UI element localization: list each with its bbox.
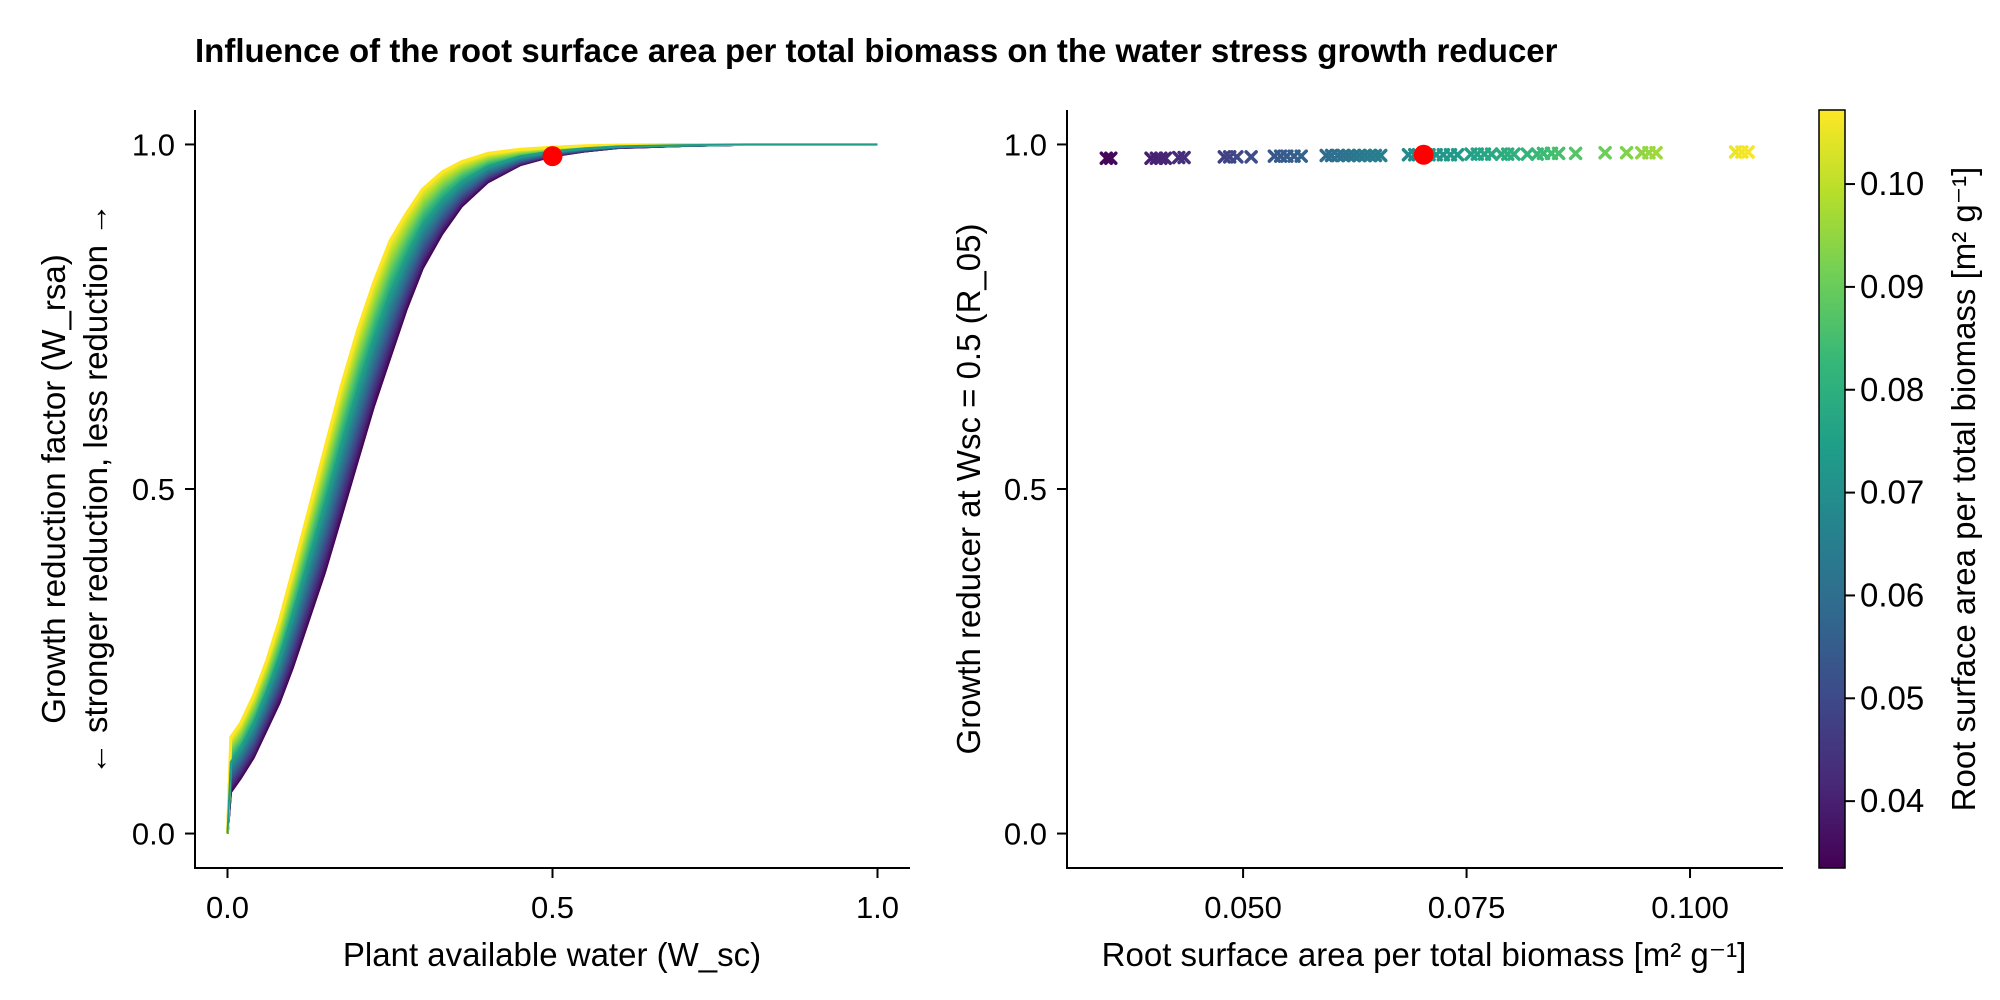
left-axes xyxy=(194,110,910,869)
colorbar-gradient xyxy=(1818,109,1846,869)
left-x-tick-label: 0.0 xyxy=(206,890,249,925)
right-x-tick-label: 0.050 xyxy=(1204,890,1282,925)
colorbar-tick-label: 0.10 xyxy=(1860,165,1924,202)
left-highlight-point xyxy=(542,146,563,167)
chart-title: Influence of the root surface area per t… xyxy=(195,32,1558,69)
left-series-lines xyxy=(226,143,878,834)
series-line xyxy=(226,143,878,834)
right-y-tick-label: 1.0 xyxy=(1004,127,1047,162)
right-y-label: Growth reducer at Wsc = 0.5 (R_05) xyxy=(950,224,987,755)
left-y-tick-label: 0.5 xyxy=(132,472,175,507)
scatter-point xyxy=(1484,147,1499,161)
right-x-tick-label: 0.075 xyxy=(1428,890,1506,925)
right-scatter-markers xyxy=(1099,145,1755,165)
left-y-label: Growth reduction factor (W_rsa) xyxy=(35,254,72,723)
colorbar-tick-label: 0.08 xyxy=(1860,371,1924,408)
scatter-point xyxy=(1177,150,1191,165)
scatter-point xyxy=(1507,147,1521,161)
colorbar-ticks: 0.04 0.05 0.06 0.07 0.08 0.09 0.10 xyxy=(1845,165,1924,819)
left-x-ticks: 0.0 0.5 1.0 xyxy=(206,868,899,925)
colorbar-label: Root surface area per total biomass [m² … xyxy=(1945,167,1982,812)
right-x-tick-label: 0.100 xyxy=(1651,890,1729,925)
left-y-ticks: 0.0 0.5 1.0 xyxy=(132,127,195,852)
scatter-point xyxy=(1649,145,1663,160)
colorbar-tick-label: 0.06 xyxy=(1860,576,1924,613)
scatter-point xyxy=(1568,146,1583,161)
right-x-ticks: 0.050 0.075 0.100 xyxy=(1204,868,1729,925)
left-panel: 0.0 0.5 1.0 0.0 0.5 1.0 Plant available wate… xyxy=(35,110,910,973)
scatter-point xyxy=(1741,145,1755,159)
left-x-label: Plant available water (W_sc) xyxy=(343,936,761,973)
left-x-tick-label: 1.0 xyxy=(856,890,899,925)
scatter-point xyxy=(1294,149,1308,163)
series-line xyxy=(226,143,878,834)
scatter-point xyxy=(1551,146,1566,161)
colorbar-tick-label: 0.05 xyxy=(1860,679,1924,716)
left-y-tick-label: 1.0 xyxy=(132,127,175,162)
right-axes xyxy=(1066,110,1783,869)
scatter-point xyxy=(1374,148,1388,163)
scatter-point xyxy=(1619,145,1634,160)
scatter-point xyxy=(1244,150,1258,164)
colorbar-tick-label: 0.09 xyxy=(1860,268,1924,305)
colorbar-tick-label: 0.04 xyxy=(1860,782,1924,819)
scatter-point xyxy=(1104,151,1118,165)
right-panel: 0.050 0.075 0.100 0.0 0.5 1.0 Root surface a… xyxy=(950,110,1783,973)
colorbar: 0.04 0.05 0.06 0.07 0.08 0.09 0.10 Root surfac… xyxy=(1818,109,1982,869)
left-x-tick-label: 0.5 xyxy=(531,890,574,925)
scatter-point xyxy=(1598,145,1612,160)
left-y-tick-label: 0.0 xyxy=(132,817,175,852)
scatter-point xyxy=(1230,150,1244,164)
scatter-point xyxy=(1450,148,1465,162)
right-highlight-point xyxy=(1413,144,1434,165)
right-y-tick-label: 0.5 xyxy=(1004,472,1047,507)
right-x-label: Root surface area per total biomass [m² … xyxy=(1102,936,1747,973)
left-y-label-note: ← stronger reduction, less reduction → xyxy=(77,203,114,775)
right-y-tick-label: 0.0 xyxy=(1004,817,1047,852)
scatter-point xyxy=(1158,151,1173,165)
scatter-point xyxy=(1520,147,1535,161)
right-y-ticks: 0.0 0.5 1.0 xyxy=(1004,127,1067,852)
colorbar-tick-label: 0.07 xyxy=(1860,474,1924,511)
series-line xyxy=(226,143,878,834)
